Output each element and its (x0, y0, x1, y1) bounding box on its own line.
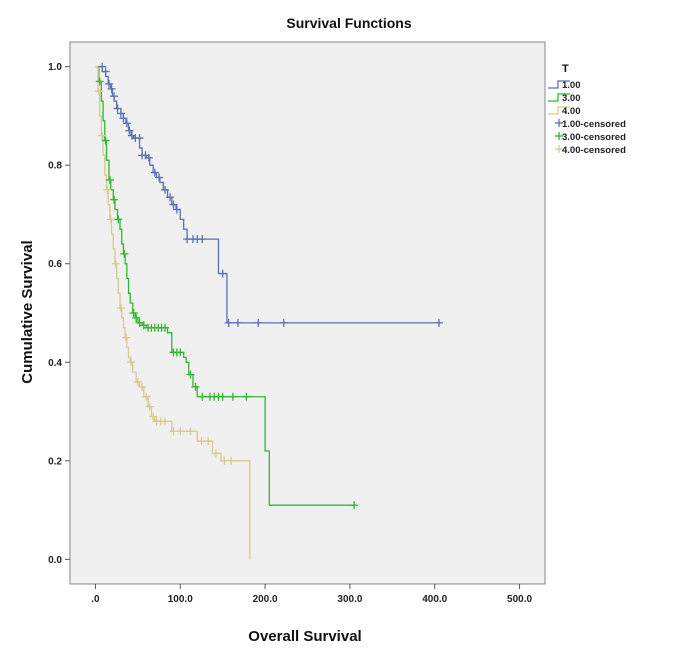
y-axis-label: Cumulative Survival (19, 240, 36, 383)
censor-mark-3.00 (186, 370, 195, 379)
censor-mark-1.00 (155, 173, 164, 182)
x-axis-label: Overall Survival (248, 628, 361, 645)
x-tick-label: 300.0 (337, 594, 362, 605)
censor-mark-4.00 (176, 427, 185, 436)
legend-entry-label: 4.00 (562, 106, 581, 117)
censor-mark-1.00 (218, 269, 227, 278)
censor-mark-4.00 (197, 437, 206, 446)
legend-entry-label: 3.00-censored (562, 132, 626, 143)
censor-mark-1.00 (105, 79, 114, 88)
y-tick-label: 1.0 (48, 62, 62, 73)
censor-mark-3.00 (95, 77, 104, 86)
censor-mark-3.00 (132, 313, 141, 322)
legend-entry-label: 1.00 (562, 80, 581, 91)
censor-mark-3.00 (198, 392, 207, 401)
censor-mark-1.00 (166, 193, 175, 202)
censor-mark-1.00 (122, 119, 131, 128)
censor-mark-1.00 (116, 109, 125, 118)
censor-mark-1.00 (144, 153, 153, 162)
censor-mark-1.00 (198, 235, 207, 244)
series-line-4.00 (95, 65, 251, 560)
censor-mark-3.00 (135, 318, 144, 327)
censor-mark-1.00 (254, 318, 263, 327)
censor-mark-4.00 (186, 427, 195, 436)
censor-mark-4.00 (138, 382, 147, 391)
censor-mark-4.00 (103, 185, 112, 194)
censor-mark-3.00 (176, 348, 185, 357)
censor-mark-4.00 (227, 456, 236, 465)
censor-mark-1.00 (110, 92, 119, 101)
censor-mark-1.00 (119, 114, 128, 123)
censor-mark-1.00 (172, 205, 181, 214)
censor-mark-1.00 (224, 318, 233, 327)
censor-mark-4.00 (111, 259, 120, 268)
y-tick-label: 0.6 (48, 259, 62, 270)
censor-mark-3.00 (105, 175, 114, 184)
censor-mark-4.00 (94, 87, 103, 96)
x-tick-label: 100.0 (168, 594, 193, 605)
censor-mark-3.00 (114, 215, 123, 224)
chart-title: Survival Functions (286, 15, 411, 31)
censor-mark-4.00 (211, 449, 220, 458)
censor-mark-4.00 (133, 377, 142, 386)
legend-entry-label: 1.00-censored (562, 119, 626, 130)
censor-mark-1.00 (135, 134, 144, 143)
censor-mark-1.00 (98, 62, 107, 71)
series-line-3.00 (95, 65, 355, 506)
legend-title: T (562, 63, 569, 75)
y-tick-label: 0.4 (48, 358, 62, 369)
censor-mark-4.00 (106, 215, 115, 224)
x-tick-label: .0 (91, 594, 100, 605)
censor-mark-4.00 (204, 437, 213, 446)
y-tick-label: 0.0 (48, 555, 62, 566)
censor-mark-1.00 (161, 185, 169, 194)
censor-mark-4.00 (142, 392, 151, 401)
censor-mark-3.00 (139, 321, 148, 330)
legend: T 1.00 3.00 4.00 1.00-censored 3.00-censored 4… (548, 63, 626, 156)
axis-ticks: .0 100.0 200.0 300.0 400.0 500.0 0.0 0.2 0.4 0.6 0… (48, 62, 532, 605)
censor-mark-3.00 (161, 323, 169, 332)
legend-swatch-line (548, 93, 570, 102)
censor-mark-3.00 (110, 195, 119, 204)
censor-mark-3.00 (129, 309, 138, 317)
censor-mark-4.00 (220, 456, 229, 465)
x-tick-label: 200.0 (253, 594, 278, 605)
censor-mark-4.00 (98, 131, 107, 140)
censor-mark-4.00 (145, 402, 154, 411)
censor-mark-1.00 (101, 67, 110, 76)
censor-mark-4.00 (161, 417, 169, 426)
censor-mark-1.00 (434, 318, 443, 327)
censor-mark-4.00 (121, 333, 130, 342)
plot-area (69, 41, 546, 585)
censor-mark-1.00 (279, 318, 288, 327)
censor-mark-3.00 (242, 392, 251, 401)
censor-mark-1.00 (113, 104, 122, 113)
censor-mark-4.00 (116, 304, 125, 313)
censor-mark-4.00 (169, 427, 178, 436)
censor-mark-4.00 (149, 412, 158, 421)
censor-mark-3.00 (228, 392, 237, 401)
legend-entry-label: 3.00 (562, 93, 581, 104)
censor-mark-1.00 (233, 318, 242, 327)
censor-mark-3.00 (101, 136, 110, 145)
censor-mark-1.00 (169, 200, 178, 209)
y-tick-label: 0.8 (48, 161, 62, 172)
x-tick-label: 400.0 (422, 594, 447, 605)
censor-mark-1.00 (125, 126, 134, 135)
censor-marks (94, 62, 443, 510)
censor-mark-4.00 (127, 358, 136, 367)
censor-mark-3.00 (191, 382, 200, 391)
censor-mark-1.00 (150, 168, 159, 177)
legend-swatch-line (548, 80, 570, 89)
censor-mark-1.00 (107, 84, 116, 93)
censor-mark-3.00 (218, 392, 227, 401)
censor-mark-3.00 (120, 249, 129, 258)
censor-mark-3.00 (350, 501, 359, 510)
legend-entry-label: 4.00-censored (562, 145, 626, 156)
legend-swatch-line (548, 106, 570, 115)
y-tick-label: 0.2 (48, 456, 62, 467)
x-tick-label: 500.0 (507, 594, 532, 605)
